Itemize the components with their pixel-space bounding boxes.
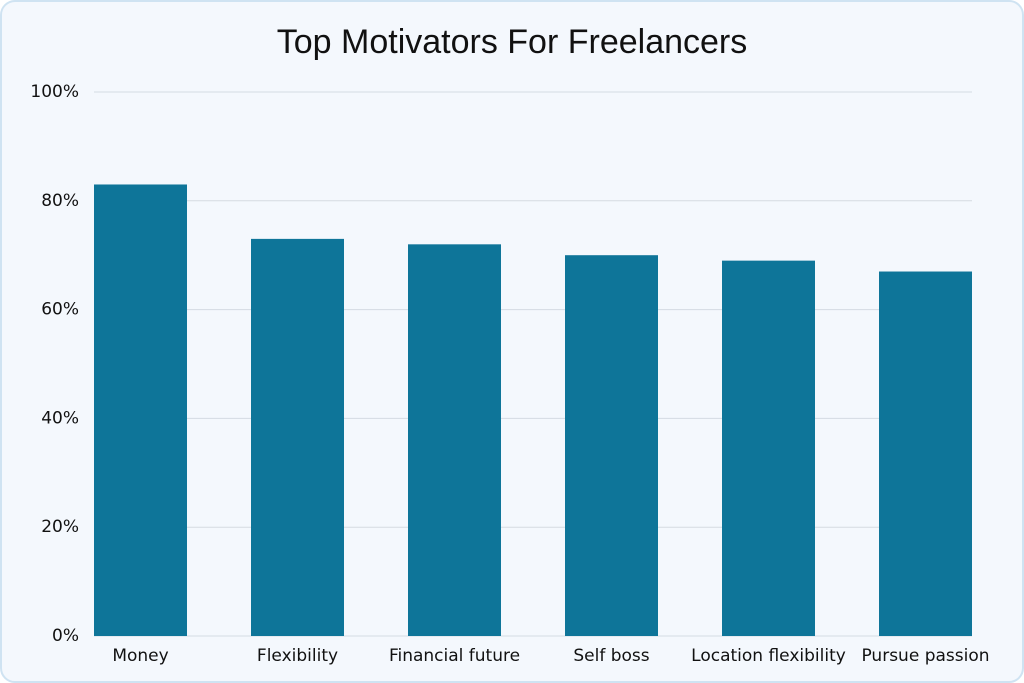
y-tick-label: 80%: [41, 191, 79, 211]
x-tick-label: Self boss: [573, 646, 649, 666]
bar: [722, 260, 815, 636]
y-tick-label: 100%: [30, 82, 79, 102]
x-tick-label: Financial future: [389, 646, 520, 666]
x-tick-label: Location flexibility: [691, 646, 846, 666]
bar: [879, 271, 972, 636]
bar: [251, 238, 344, 636]
y-tick-label: 20%: [41, 517, 79, 537]
x-tick-label: Flexibility: [257, 646, 338, 666]
bar: [94, 184, 187, 637]
y-tick-label: 60%: [41, 300, 79, 320]
y-tick-label: 0%: [52, 626, 79, 646]
y-tick-label: 40%: [41, 408, 79, 428]
x-tick-label: Money: [112, 646, 168, 666]
bar: [565, 255, 658, 636]
chart-title: Top Motivators For Freelancers: [277, 23, 748, 61]
bar: [408, 244, 501, 636]
x-tick-label: Pursue passion: [861, 646, 989, 666]
